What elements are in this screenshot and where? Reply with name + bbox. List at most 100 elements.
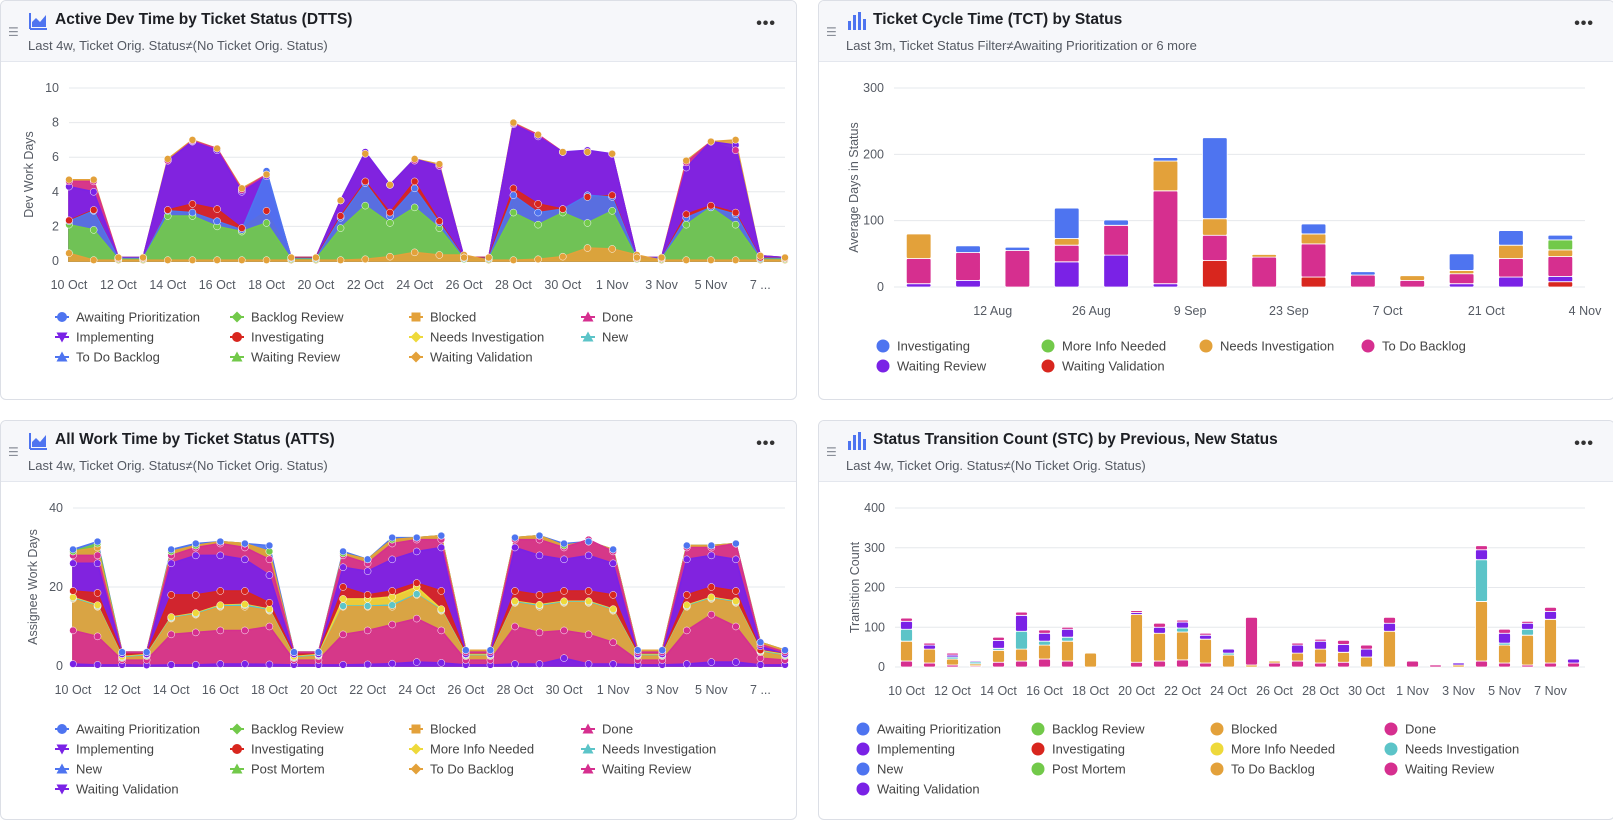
bar-segment xyxy=(1498,628,1511,634)
data-point xyxy=(192,609,200,617)
more-options-icon[interactable]: ••• xyxy=(756,15,776,32)
more-options-icon[interactable]: ••• xyxy=(1574,15,1594,32)
bar-segment xyxy=(1130,614,1143,663)
data-point xyxy=(339,630,347,639)
bar-segment xyxy=(1054,238,1080,246)
bar-segment xyxy=(1153,632,1166,662)
bar-segment xyxy=(1199,662,1212,668)
panel-title: All Work Time by Ticket Status (ATTS) xyxy=(55,431,335,448)
bar-segment xyxy=(900,628,913,642)
bar-segment xyxy=(1015,660,1028,668)
x-tick-label: 18 Oct xyxy=(251,683,288,697)
data-point xyxy=(511,533,519,542)
data-point xyxy=(361,255,370,264)
data-point xyxy=(560,587,568,595)
x-tick-label: 22 Oct xyxy=(347,278,384,292)
data-point xyxy=(262,256,271,264)
bar-segment xyxy=(1222,648,1235,654)
legend-swatch xyxy=(1031,742,1045,756)
data-point xyxy=(608,191,616,200)
data-point xyxy=(410,203,419,212)
panel-header: ☰ All Work Time by Ticket Status (ATTS) … xyxy=(1,421,796,482)
data-point xyxy=(584,630,593,639)
legend-marker xyxy=(582,311,594,322)
x-tick-label: 30 Oct xyxy=(546,683,583,697)
bar-segment xyxy=(1038,640,1051,646)
panel-header: ☰ Status Transition Count (STC) by Previ… xyxy=(819,421,1613,482)
data-point xyxy=(583,244,592,252)
x-tick-label: 12 Aug xyxy=(973,304,1012,318)
data-point xyxy=(265,605,274,613)
bar-segment xyxy=(1498,244,1524,259)
bar-segment xyxy=(1054,207,1080,239)
x-tick-label: 26 Oct xyxy=(447,683,484,697)
drag-handle-icon[interactable]: ☰ xyxy=(8,25,19,39)
data-point xyxy=(683,541,691,550)
y-tick-label: 2 xyxy=(52,219,59,233)
data-point xyxy=(363,660,372,669)
x-tick-label: 18 Oct xyxy=(248,278,285,292)
data-point xyxy=(363,591,372,599)
more-options-icon[interactable]: ••• xyxy=(756,435,776,452)
data-point xyxy=(363,626,372,635)
bar-segment xyxy=(1199,638,1212,664)
data-point xyxy=(707,201,715,210)
bar-segment xyxy=(1383,616,1396,624)
data-point xyxy=(633,253,641,262)
data-point xyxy=(188,256,197,264)
data-point xyxy=(682,220,690,229)
bar-segment xyxy=(1176,631,1189,661)
data-point xyxy=(262,219,271,227)
panel-title: Active Dev Time by Ticket Status (DTTS) xyxy=(55,11,353,28)
data-point xyxy=(188,208,197,217)
bar-segment xyxy=(946,658,959,666)
data-point xyxy=(336,256,345,264)
legend-label: To Do Backlog xyxy=(1231,762,1315,777)
bar-segment xyxy=(1245,616,1258,666)
x-tick-label: 12 Oct xyxy=(100,278,137,292)
data-point xyxy=(731,220,740,229)
bar-segment xyxy=(1103,224,1129,256)
x-tick-label: 10 Oct xyxy=(51,278,88,292)
bar-segment xyxy=(1521,628,1534,636)
tct-panel: ☰ Ticket Cycle Time (TCT) by Status Last… xyxy=(818,0,1613,400)
bar-segment xyxy=(1130,661,1143,668)
x-tick-label: 28 Oct xyxy=(495,278,532,292)
data-point xyxy=(69,545,77,554)
data-point xyxy=(682,210,690,219)
data-point xyxy=(164,206,172,214)
data-point xyxy=(707,256,715,264)
data-point xyxy=(683,626,691,635)
legend-marker xyxy=(582,763,594,774)
legend-label: Needs Investigation xyxy=(1405,742,1519,757)
data-point xyxy=(192,661,200,669)
bar-segment xyxy=(1475,660,1488,668)
data-point xyxy=(339,563,347,571)
legend-swatch xyxy=(1041,339,1055,353)
x-tick-label: 1 Nov xyxy=(597,683,630,697)
data-point xyxy=(192,539,200,548)
data-point xyxy=(583,148,592,156)
y-tick-label: 10 xyxy=(45,81,59,95)
bar-segment xyxy=(1153,660,1166,668)
x-tick-label: 12 Oct xyxy=(104,683,141,697)
data-point xyxy=(658,646,666,654)
more-options-icon[interactable]: ••• xyxy=(1574,435,1594,452)
drag-handle-icon[interactable]: ☰ xyxy=(8,445,19,459)
y-tick-label: 0 xyxy=(878,660,885,674)
x-tick-label: 1 Nov xyxy=(596,278,629,292)
data-point xyxy=(486,646,495,654)
drag-handle-icon[interactable]: ☰ xyxy=(826,445,837,459)
data-point xyxy=(609,591,617,599)
legend-label: More Info Needed xyxy=(1062,339,1166,354)
data-point xyxy=(732,658,740,666)
legend-marker xyxy=(582,723,594,734)
data-point xyxy=(93,589,102,597)
x-tick-label: 5 Nov xyxy=(695,278,728,292)
data-point xyxy=(167,661,175,669)
legend-marker xyxy=(582,331,594,342)
drag-handle-icon[interactable]: ☰ xyxy=(826,25,837,39)
data-point xyxy=(65,216,73,225)
data-point xyxy=(216,660,225,668)
data-point xyxy=(535,601,544,609)
